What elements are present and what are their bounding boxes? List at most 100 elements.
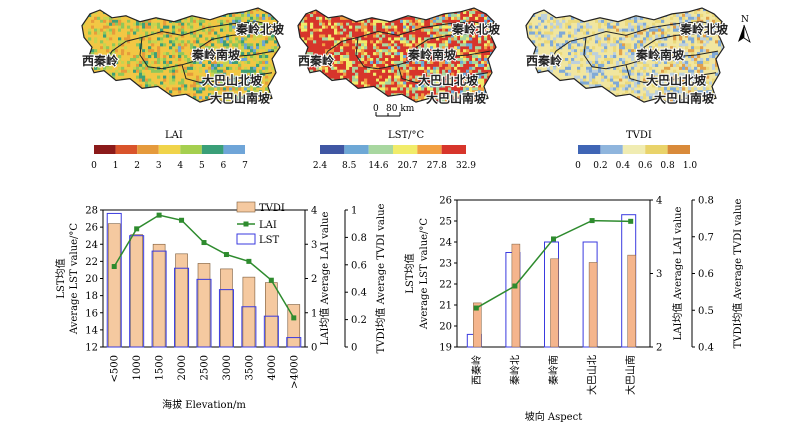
legend-tick-label: 7: [242, 161, 248, 171]
region-boundary: [199, 33, 258, 60]
legend-tick-label: 2.4: [313, 161, 328, 171]
y-axis-title-lai: LAI均值 Average LAI value: [671, 207, 684, 341]
legend-tick-label: 0.4: [616, 161, 631, 171]
map-legends: LAI 0 1 2 3 4 5 6 7 LST/°C 2.4 8.5 14.6 20.7 27.8 32.9 T…: [91, 130, 697, 171]
y-axis-title-tvdi: TVDI均值 Average TVDI value: [374, 203, 387, 353]
lai-point: [223, 252, 229, 258]
region-boundary: [397, 64, 489, 84]
x-tick-label: <500: [110, 355, 121, 382]
legend-tick-label: 6: [221, 161, 227, 171]
scale-bar: 0 80 km: [373, 104, 415, 117]
x-axis-title: 坡向 Aspect: [525, 410, 582, 423]
y-tick-label-lst: 22: [85, 257, 98, 268]
y-tick-label-tvdi: 0.4: [351, 288, 367, 299]
legend-tick-label: 0: [91, 161, 97, 171]
legend-tick-label: 1.0: [683, 161, 698, 171]
y-tick-label-lst: 28: [85, 206, 98, 217]
x-tick-label: >4000: [289, 355, 300, 389]
scale-bar-length: 80 km: [386, 104, 415, 114]
lai-point: [156, 212, 162, 218]
lai-point: [551, 236, 556, 242]
y-axis-title-lst-en: Average LST value/°C: [419, 218, 430, 331]
region-boundary: [357, 21, 494, 38]
lai-point: [201, 240, 207, 246]
lai-point: [134, 226, 140, 232]
lst-bar: [241, 306, 257, 348]
x-tick-label: 大巴山北: [586, 355, 599, 395]
region-label: 大巴山南坡: [426, 90, 487, 105]
lst-bar: [151, 250, 167, 348]
lst-bar: [174, 267, 190, 348]
legend-swatch: [667, 145, 690, 154]
y-tick-label-lst: 20: [85, 274, 98, 285]
region-label: 秦岭南坡: [635, 47, 685, 62]
tvdi-bar: [511, 243, 521, 348]
region-label: 西秦岭: [298, 53, 334, 68]
legend-swatch: [94, 145, 116, 154]
region-label: 秦岭北坡: [235, 22, 285, 37]
x-tick-label: 2000: [177, 355, 188, 380]
legend-swatch: [645, 145, 668, 154]
tvdi-bar: [220, 268, 233, 348]
region-boundary: [547, 36, 587, 66]
y-tick-label-lai: 4: [656, 196, 662, 207]
tvdi-bar: [152, 243, 166, 348]
legend-tick-label: 1: [113, 161, 119, 171]
legend-swatch: [201, 145, 224, 154]
legend-tick-label: 5: [199, 161, 205, 171]
legend-tick-label: 14.6: [368, 161, 388, 171]
lst-bar: [106, 212, 122, 348]
region-label: 大巴山北坡: [646, 73, 707, 88]
y-tick-label-lst: 25: [439, 217, 452, 228]
tvdi-bar: [588, 262, 598, 348]
region-label: 西秦岭: [82, 53, 118, 68]
lai-point: [512, 283, 518, 289]
y-tick-label-tvdi: 0.6: [351, 260, 367, 271]
legend-swatch: [441, 145, 466, 154]
legend-tick-label: 0: [575, 161, 581, 171]
region-label: 西秦岭: [526, 53, 562, 68]
legend-tick-label: 2: [134, 161, 140, 171]
y-tick-label-lst: 18: [85, 291, 98, 302]
legend-tick-label: 20.7: [398, 161, 418, 171]
region-label: 大巴山南坡: [210, 90, 271, 105]
legend-tick-label: 0.2: [593, 161, 607, 171]
x-tick-label: 2500: [200, 355, 211, 380]
map-outline: [525, 7, 725, 105]
legend-swatch: [158, 145, 181, 154]
legend-swatch-tvdi: [236, 201, 256, 213]
legend-tick-label: 0.8: [660, 161, 675, 171]
region-boundary: [319, 36, 359, 66]
y-tick-label-tvdi: 0.8: [351, 233, 367, 244]
region-label: 秦岭南坡: [191, 47, 241, 62]
y-tick-label-lst: 19: [439, 343, 452, 354]
y-axis-title-lst-en: Average LST value/°C: [69, 223, 80, 336]
legend-swatch-lai: [243, 221, 249, 227]
y-tick-label-lai: 1: [311, 308, 317, 319]
lst-bar: [129, 235, 145, 348]
y-tick-label-lai: 4: [311, 206, 317, 217]
tvdi-bar: [265, 282, 278, 348]
y-tick-label-tvdi: 0.5: [698, 306, 714, 317]
tvdi-bar: [473, 302, 482, 348]
y-axis-title-lst-cn: LST均值: [403, 253, 416, 293]
legend-swatch: [368, 145, 393, 154]
legend-swatch: [600, 145, 623, 154]
north-arrow-icon: N: [738, 15, 751, 43]
legend-swatch-lst: [236, 233, 256, 245]
y-tick-label-lst: 24: [439, 238, 452, 249]
y-tick-label-tvdi: 0.8: [698, 196, 714, 207]
y-tick-label-lst: 23: [439, 259, 452, 270]
legend-swatch: [393, 145, 418, 154]
lai-point: [628, 218, 634, 224]
lst-bar: [196, 278, 212, 348]
legend-title: LST/°C: [388, 130, 425, 141]
legend-swatch: [180, 145, 202, 154]
legend-label-tvdi: TVDI: [259, 203, 285, 214]
y-tick-label-lst: 26: [85, 223, 98, 234]
y-tick-label-lai: 2: [311, 274, 317, 285]
